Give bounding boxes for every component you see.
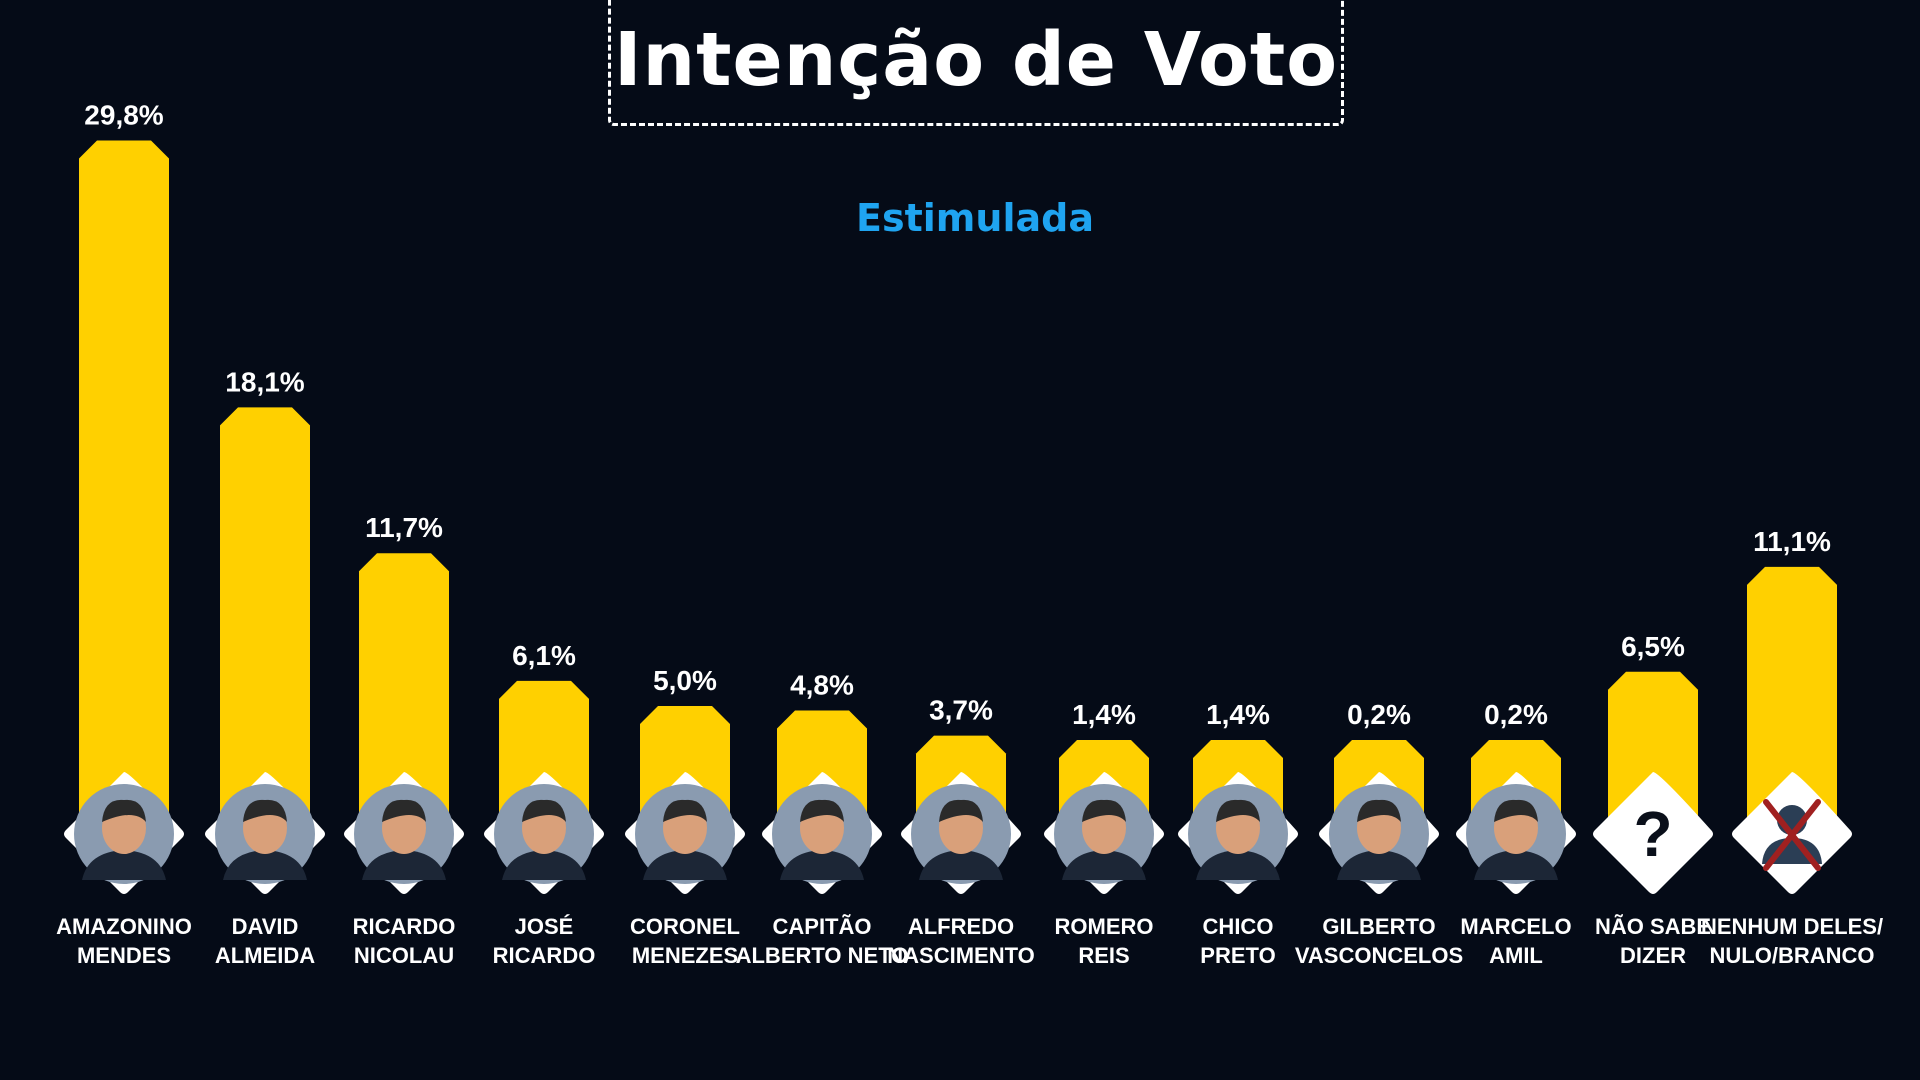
photo-hair <box>243 799 287 822</box>
value-label: 6,1% <box>512 640 576 671</box>
bar <box>499 680 589 820</box>
photo-shoulders <box>1337 850 1421 880</box>
photo-shoulders <box>223 850 307 880</box>
photo-shoulders <box>502 850 586 880</box>
photo-shoulders <box>1062 850 1146 880</box>
photo-hair <box>102 799 146 822</box>
category-label: DAVID <box>232 914 299 939</box>
photo-shoulders <box>362 850 446 880</box>
candidate-photo-icon <box>1188 784 1288 884</box>
value-label: 1,4% <box>1206 699 1270 730</box>
category-label: AMIL <box>1489 943 1543 968</box>
value-label: 0,2% <box>1484 699 1548 730</box>
photo-shoulders <box>82 850 166 880</box>
value-label: 18,1% <box>225 366 304 397</box>
question-mark-icon: ? <box>1633 798 1672 870</box>
cross-line <box>1763 799 1821 871</box>
value-label: 29,8% <box>84 100 163 131</box>
value-label: 11,7% <box>365 512 443 543</box>
value-label: 0,2% <box>1347 699 1411 730</box>
category-label: MENDES <box>77 943 171 968</box>
category-label: MENEZES <box>632 943 738 968</box>
value-label: 6,5% <box>1621 631 1685 662</box>
photo-hair <box>1494 799 1538 822</box>
photo-shoulders <box>1196 850 1280 880</box>
title-box: Intenção de Voto <box>608 0 1344 126</box>
photo-hair <box>1082 799 1126 822</box>
photo-shoulders <box>1474 850 1558 880</box>
crossed-person-icon <box>1762 799 1822 871</box>
chart-subtitle: Estimulada <box>856 196 1094 240</box>
candidate-photo-icon <box>911 784 1011 884</box>
value-label: 1,4% <box>1072 699 1136 730</box>
photo-hair <box>1357 799 1401 822</box>
category-label: JOSÉ <box>515 914 574 939</box>
photo-hair <box>800 799 844 822</box>
category-label: NICOLAU <box>354 943 454 968</box>
candidate-photo-icon <box>494 784 594 884</box>
category-label: CORONEL <box>630 914 740 939</box>
category-label: MARCELO <box>1460 914 1571 939</box>
bar <box>79 140 169 820</box>
category-label: RICARDO <box>493 943 596 968</box>
candidate-photo-icon <box>215 784 315 884</box>
value-label: 3,7% <box>929 695 993 726</box>
category-label: RICARDO <box>353 914 456 939</box>
photo-hair <box>939 799 983 822</box>
photo-hair <box>382 799 426 822</box>
avatar-frame <box>1593 772 1713 894</box>
candidate-photo-icon <box>772 784 872 884</box>
bar <box>1747 566 1837 820</box>
category-label: NÃO SABE <box>1595 914 1711 939</box>
category-label: CAPITÃO <box>773 914 872 939</box>
value-label: 11,1% <box>1753 526 1831 557</box>
bar <box>359 553 449 820</box>
category-label: ROMERO <box>1055 914 1154 939</box>
category-label: ALFREDO <box>908 914 1014 939</box>
photo-shoulders <box>919 850 1003 880</box>
category-label: PRETO <box>1200 943 1275 968</box>
category-label: VASCONCELOS <box>1295 943 1463 968</box>
bar <box>1608 671 1698 820</box>
value-label: 5,0% <box>653 665 717 696</box>
category-label: NENHUM DELES/ <box>1701 914 1883 939</box>
category-label: REIS <box>1078 943 1129 968</box>
category-label: GILBERTO <box>1322 914 1435 939</box>
chart-title: Intenção de Voto <box>613 16 1339 103</box>
category-label: CHICO <box>1203 914 1274 939</box>
category-label: AMAZONINO <box>56 914 192 939</box>
bar <box>220 407 310 820</box>
category-label: ALMEIDA <box>215 943 315 968</box>
candidate-photo-icon <box>1466 784 1566 884</box>
photo-shoulders <box>643 850 727 880</box>
candidate-photo-icon <box>1054 784 1154 884</box>
photo-hair <box>522 799 566 822</box>
value-label: 4,8% <box>790 670 854 701</box>
category-label: DIZER <box>1620 943 1686 968</box>
photo-shoulders <box>780 850 864 880</box>
category-label: ALBERTO NETO <box>736 943 909 968</box>
category-label: NASCIMENTO <box>887 943 1035 968</box>
photo-hair <box>1216 799 1260 822</box>
candidate-photo-icon <box>1329 784 1429 884</box>
candidate-photo-icon <box>74 784 174 884</box>
candidate-photo-icon <box>354 784 454 884</box>
category-label: NULO/BRANCO <box>1710 943 1875 968</box>
photo-hair <box>663 799 707 822</box>
candidate-photo-icon <box>635 784 735 884</box>
